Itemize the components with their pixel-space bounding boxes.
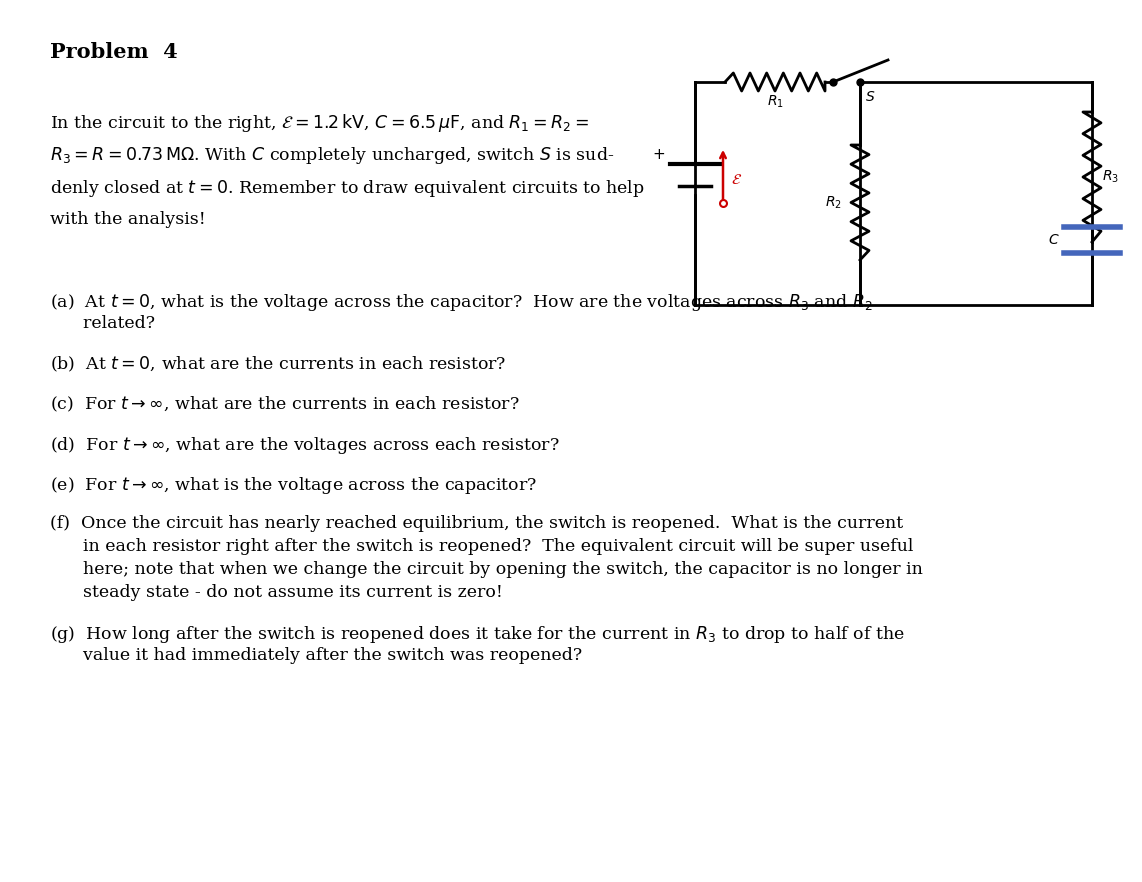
Text: related?: related? — [50, 315, 155, 332]
Text: $+$: $+$ — [652, 148, 665, 162]
Text: (f)  Once the circuit has nearly reached equilibrium, the switch is reopened.  W: (f) Once the circuit has nearly reached … — [50, 515, 903, 532]
Text: value it had immediately after the switch was reopened?: value it had immediately after the switc… — [50, 647, 582, 664]
Text: $\mathcal{E}$: $\mathcal{E}$ — [731, 173, 742, 187]
Text: $R_2$: $R_2$ — [826, 194, 842, 211]
Text: in each resistor right after the switch is reopened?  The equivalent circuit wil: in each resistor right after the switch … — [50, 538, 914, 555]
Text: Problem  4: Problem 4 — [50, 42, 178, 62]
Text: here; note that when we change the circuit by opening the switch, the capacitor : here; note that when we change the circu… — [50, 561, 923, 578]
Text: $R_1$: $R_1$ — [766, 94, 783, 110]
Text: In the circuit to the right, $\mathcal{E} = 1.2\,\mathrm{kV}$, $C = 6.5\,\mu\mat: In the circuit to the right, $\mathcal{E… — [50, 112, 589, 134]
Text: (d)  For $t \to \infty$, what are the voltages across each resistor?: (d) For $t \to \infty$, what are the vol… — [50, 435, 560, 456]
Text: with the analysis!: with the analysis! — [50, 211, 206, 228]
Text: (a)  At $t = 0$, what is the voltage across the capacitor?  How are the voltages: (a) At $t = 0$, what is the voltage acro… — [50, 292, 872, 313]
Text: steady state - do not assume its current is zero!: steady state - do not assume its current… — [50, 584, 502, 601]
Text: denly closed at $t = 0$. Remember to draw equivalent circuits to help: denly closed at $t = 0$. Remember to dra… — [50, 178, 645, 199]
Text: (g)  How long after the switch is reopened does it take for the current in $R_3$: (g) How long after the switch is reopene… — [50, 624, 904, 645]
Text: $R_3$: $R_3$ — [1102, 168, 1119, 185]
Text: (e)  For $t \to \infty$, what is the voltage across the capacitor?: (e) For $t \to \infty$, what is the volt… — [50, 475, 537, 496]
Text: (c)  For $t \to \infty$, what are the currents in each resistor?: (c) For $t \to \infty$, what are the cur… — [50, 395, 520, 415]
Text: $R_3 = R = 0.73\,\mathrm{M\Omega}$. With $C$ completely uncharged, switch $S$ is: $R_3 = R = 0.73\,\mathrm{M\Omega}$. With… — [50, 145, 614, 166]
Text: $S$: $S$ — [864, 90, 876, 104]
Text: (b)  At $t = 0$, what are the currents in each resistor?: (b) At $t = 0$, what are the currents in… — [50, 355, 506, 374]
Text: $C$: $C$ — [1048, 233, 1060, 247]
